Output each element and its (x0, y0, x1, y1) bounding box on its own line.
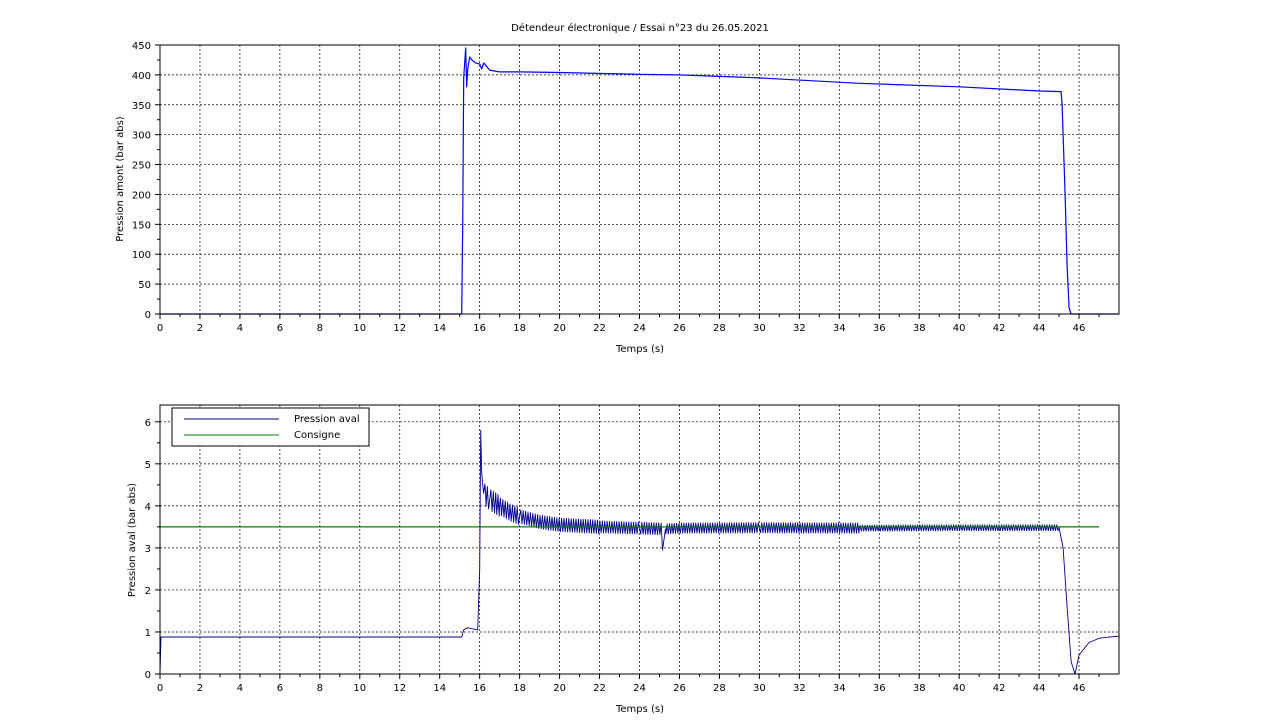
y-tick-label: 1 (145, 628, 151, 639)
x-tick-label: 32 (793, 323, 806, 334)
x-tick-label: 0 (157, 683, 163, 694)
y-tick-label: 50 (138, 280, 151, 291)
x-tick-label: 18 (513, 683, 526, 694)
y-tick-label: 6 (145, 418, 151, 429)
x-tick-label: 32 (793, 683, 806, 694)
x-tick-label: 6 (277, 323, 283, 334)
x-tick-label: 10 (353, 683, 366, 694)
x-tick-label: 46 (1073, 323, 1086, 334)
x-tick-label: 16 (473, 683, 486, 694)
y-tick-label: 0 (145, 310, 151, 321)
x-tick-label: 38 (913, 683, 926, 694)
x-tick-label: 10 (353, 323, 366, 334)
y-tick-label: 3 (145, 544, 151, 555)
x-tick-label: 40 (953, 323, 966, 334)
x-tick-label: 4 (237, 323, 243, 334)
x-tick-label: 8 (317, 323, 323, 334)
x-tick-label: 30 (753, 683, 766, 694)
series-layer (160, 47, 1119, 315)
y-axis-label: Pression amont (bar abs) (115, 116, 126, 242)
x-tick-label: 44 (1033, 323, 1046, 334)
x-tick-label: 12 (393, 323, 406, 334)
y-tick-label: 250 (132, 161, 151, 172)
legend-label-pression-aval: Pression aval (294, 414, 360, 425)
x-tick-label: 24 (633, 323, 646, 334)
gridlines (160, 405, 1119, 674)
x-tick-label: 36 (873, 323, 886, 334)
series-layer (159, 429, 1120, 675)
x-tick-label: 26 (673, 683, 686, 694)
x-tick-label: 14 (433, 683, 446, 694)
y-tick-label: 200 (132, 190, 151, 201)
x-tick-label: 12 (393, 683, 406, 694)
x-tick-label: 0 (157, 323, 163, 334)
x-tick-label: 36 (873, 683, 886, 694)
x-tick-label: 22 (593, 683, 606, 694)
x-tick-label: 40 (953, 683, 966, 694)
y-tick-label: 400 (132, 71, 151, 82)
x-tick-label: 14 (433, 323, 446, 334)
x-tick-label: 2 (197, 323, 203, 334)
x-tick-label: 28 (713, 683, 726, 694)
y-tick-label: 4 (145, 502, 151, 513)
y-tick-label: 5 (145, 460, 151, 471)
x-axis-label: Temps (s) (615, 704, 664, 715)
gridlines (160, 44, 1119, 314)
x-tick-label: 34 (833, 323, 846, 334)
x-tick-label: 30 (753, 323, 766, 334)
y-tick-label: 300 (132, 131, 151, 142)
y-axis-label: Pression aval (bar abs) (127, 483, 138, 597)
x-tick-label: 20 (553, 683, 566, 694)
x-tick-label: 38 (913, 323, 926, 334)
legend-box (171, 407, 370, 447)
x-tick-label: 42 (993, 323, 1006, 334)
downstream-pressure-plot: 0 2 4 6 8 10 12 14 16 18 20 22 24 26 28 30 32 34 36 38 40 42 4… (127, 404, 1120, 715)
x-tick-label: 24 (633, 683, 646, 694)
x-tick-label: 46 (1073, 683, 1086, 694)
x-tick-label: 26 (673, 323, 686, 334)
x-axis-label: Temps (s) (615, 344, 664, 355)
y-tick-label: 150 (132, 220, 151, 231)
upstream-pressure-plot: 0 2 4 6 8 10 12 14 16 18 20 22 24 26 28 30 32 34 36 38 40 42 4… (115, 41, 1120, 355)
x-tick-label: 44 (1033, 683, 1046, 694)
y-tick-label: 350 (132, 101, 151, 112)
y-tick-label: 100 (132, 250, 151, 261)
x-tick-label: 34 (833, 683, 846, 694)
x-tick-label: 42 (993, 683, 1006, 694)
legend-label-consigne: Consigne (294, 430, 340, 441)
x-tick-label: 28 (713, 323, 726, 334)
x-tick-label: 22 (593, 323, 606, 334)
x-tick-label: 20 (553, 323, 566, 334)
legend: Pression aval Consigne (171, 407, 370, 447)
tick-layer: 0 2 4 6 8 10 12 14 16 18 20 22 24 26 28 30 32 34 36 38 40 42 4… (145, 418, 1100, 694)
y-tick-label: 2 (145, 586, 151, 597)
y-tick-label: 450 (132, 41, 151, 52)
x-tick-label: 6 (277, 683, 283, 694)
series-pression-aval (159, 429, 1120, 675)
x-tick-label: 18 (513, 323, 526, 334)
x-tick-label: 2 (197, 683, 203, 694)
series-line (160, 47, 1119, 315)
x-tick-label: 16 (473, 323, 486, 334)
x-tick-label: 8 (317, 683, 323, 694)
tick-layer: 0 2 4 6 8 10 12 14 16 18 20 22 24 26 28 30 32 34 36 38 40 42 4… (132, 41, 1100, 334)
x-tick-label: 4 (237, 683, 243, 694)
y-tick-label: 0 (145, 670, 151, 681)
figure-title: Détendeur électronique / Essai n°23 du 2… (511, 22, 769, 34)
